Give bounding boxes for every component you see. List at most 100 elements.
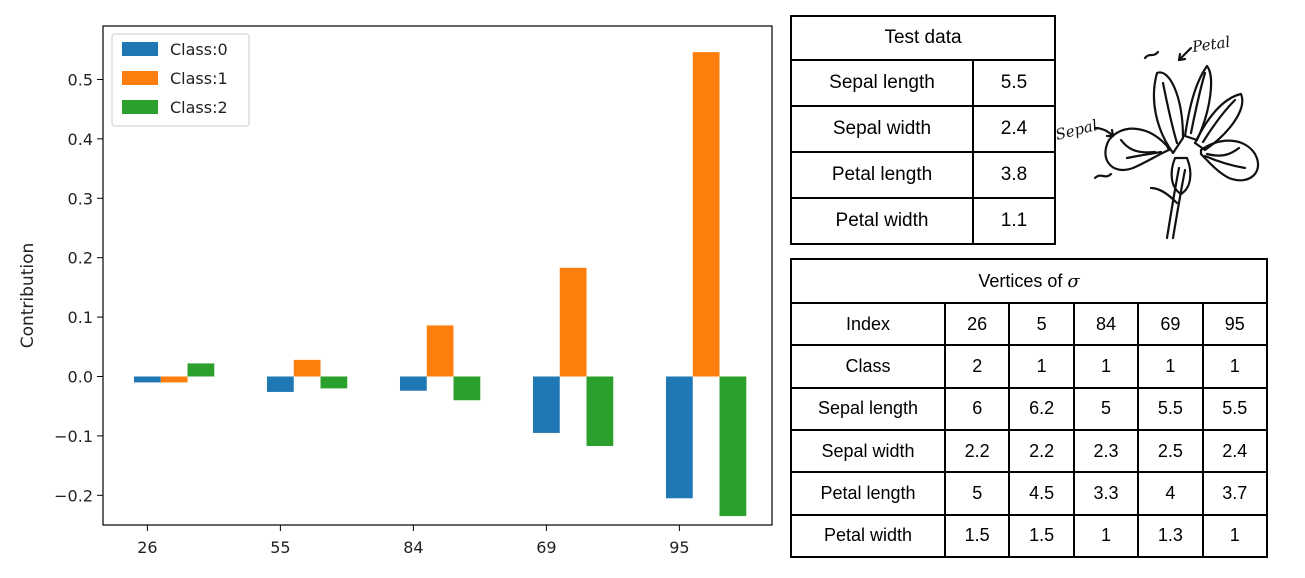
row-header: Petal width — [790, 513, 946, 559]
table-cell: 2.2 — [943, 428, 1011, 474]
table-cell: 1 — [1072, 513, 1140, 559]
bar-class0-55 — [266, 376, 294, 392]
table-row: Class 2 1 1 1 1 — [790, 344, 1269, 389]
table-row: Petal length 3.8 — [790, 151, 1056, 199]
bar-class2-26 — [187, 363, 215, 377]
vertices-table: Vertices of σ Index 26 5 84 69 95 Class … — [790, 258, 1269, 559]
table-cell: 1 — [1137, 344, 1204, 389]
feature-name: Petal length — [790, 151, 974, 199]
petal-label: Petal — [1190, 33, 1231, 56]
x-tick-label: 69 — [536, 538, 556, 557]
table-cell: 2 — [943, 344, 1011, 389]
bar-class2-69 — [586, 376, 614, 446]
y-tick-label: 0.1 — [68, 308, 93, 327]
table-cell: 5 — [1072, 386, 1140, 431]
row-header: Index — [790, 301, 946, 347]
table-cell: 1 — [1201, 344, 1269, 389]
table-cell: 1.5 — [943, 513, 1011, 559]
table-cell: 69 — [1137, 301, 1204, 347]
y-tick-label: 0.3 — [68, 189, 93, 208]
bar-class1-55 — [293, 359, 321, 377]
table-cell: 3.3 — [1072, 471, 1140, 516]
bar-class0-84 — [399, 376, 427, 391]
table-row: Index 26 5 84 69 95 — [790, 301, 1269, 347]
table-cell: 5.5 — [1201, 386, 1269, 431]
y-axis-label: Contribution — [18, 243, 38, 349]
plot-frame — [102, 25, 773, 526]
flower-stem — [1149, 166, 1187, 240]
feature-value: 1.1 — [972, 197, 1056, 245]
vertices-table-title: Vertices of σ — [790, 258, 1268, 304]
table-row: Sepal width 2.2 2.2 2.3 2.5 2.4 — [790, 428, 1269, 474]
bar-class2-55 — [320, 376, 348, 389]
bar-class1-26 — [160, 376, 188, 383]
flower-sepals — [1104, 127, 1260, 196]
feature-name: Petal width — [790, 197, 974, 245]
x-tick-label: 55 — [270, 538, 290, 557]
flower-annotations — [1093, 46, 1193, 180]
bar-class1-95 — [692, 52, 720, 377]
table-cell: 5 — [1008, 301, 1075, 347]
y-tick-label: −0.2 — [54, 486, 93, 505]
y-tick-label: 0.2 — [68, 249, 93, 268]
table-cell: 4 — [1137, 471, 1204, 516]
x-tick-label: 95 — [669, 538, 689, 557]
sepal-label: Sepal — [1055, 116, 1099, 144]
table-cell: 1 — [1072, 344, 1140, 389]
x-tick-label: 84 — [403, 538, 423, 557]
x-tick-label: 26 — [137, 538, 157, 557]
table-row: Sepal width 2.4 — [790, 105, 1056, 153]
feature-value: 5.5 — [972, 59, 1056, 107]
bar-class2-95 — [719, 376, 747, 517]
legend-swatch — [122, 100, 158, 114]
table-cell: 1.5 — [1008, 513, 1075, 559]
row-header: Class — [790, 344, 946, 389]
row-header: Sepal length — [790, 386, 946, 431]
bar-class0-69 — [532, 376, 560, 433]
table-cell: 5.5 — [1137, 386, 1204, 431]
table-cell: 5 — [943, 471, 1011, 516]
y-tick-label: 0.4 — [68, 130, 93, 149]
table-row: Sepal length 5.5 — [790, 59, 1056, 107]
feature-value: 2.4 — [972, 105, 1056, 153]
table-cell: 95 — [1201, 301, 1269, 347]
bar-class2-84 — [453, 376, 481, 401]
y-tick-label: 0.0 — [68, 367, 93, 386]
table-row: Petal width 1.1 — [790, 197, 1056, 245]
table-cell: 1 — [1008, 344, 1075, 389]
chart-svg: −0.2 −0.1 0.0 0.1 0.2 0.3 0.4 0.5 26 55 84 69 95 Cont… — [18, 25, 773, 557]
legend-label: Class:2 — [170, 98, 228, 117]
table-cell: 2.3 — [1072, 428, 1140, 474]
table-cell: 2.5 — [1137, 428, 1204, 474]
row-header: Sepal width — [790, 428, 946, 474]
contribution-chart: −0.2 −0.1 0.0 0.1 0.2 0.3 0.4 0.5 26 55 84 69 95 Cont… — [18, 25, 773, 557]
flower-petals — [1152, 64, 1244, 155]
feature-name: Sepal width — [790, 105, 974, 153]
title-prefix: Vertices of — [978, 270, 1068, 291]
table-row: Sepal length 6 6.2 5 5.5 5.5 — [790, 386, 1269, 431]
bar-class1-69 — [559, 267, 587, 377]
table-cell: 3.7 — [1201, 471, 1269, 516]
feature-name: Sepal length — [790, 59, 974, 107]
table-cell: 6 — [943, 386, 1011, 431]
y-tick-label: −0.1 — [54, 427, 93, 446]
test-table-title: Test data — [790, 15, 1056, 61]
legend-label: Class:0 — [170, 40, 228, 59]
table-cell: 84 — [1072, 301, 1140, 347]
table-cell: 26 — [943, 301, 1011, 347]
table-cell: 6.2 — [1008, 386, 1075, 431]
table-cell: 1 — [1201, 513, 1269, 559]
table-row: Vertices of σ — [790, 258, 1268, 304]
row-header: Petal length — [790, 471, 946, 516]
table-row: Petal length 5 4.5 3.3 4 3.7 — [790, 471, 1269, 516]
table-cell: 2.2 — [1008, 428, 1075, 474]
legend-swatch — [122, 71, 158, 85]
table-row: Petal width 1.5 1.5 1 1.3 1 — [790, 513, 1269, 559]
legend-label: Class:1 — [170, 69, 228, 88]
table-cell: 2.4 — [1201, 428, 1269, 474]
test-data-table: Test data Sepal length 5.5 Sepal width 2… — [790, 15, 1056, 245]
iris-flower-illustration: Petal Sepal — [1055, 33, 1260, 240]
feature-value: 3.8 — [972, 151, 1056, 199]
table-row: Test data — [790, 15, 1056, 61]
bar-class0-95 — [665, 376, 693, 499]
